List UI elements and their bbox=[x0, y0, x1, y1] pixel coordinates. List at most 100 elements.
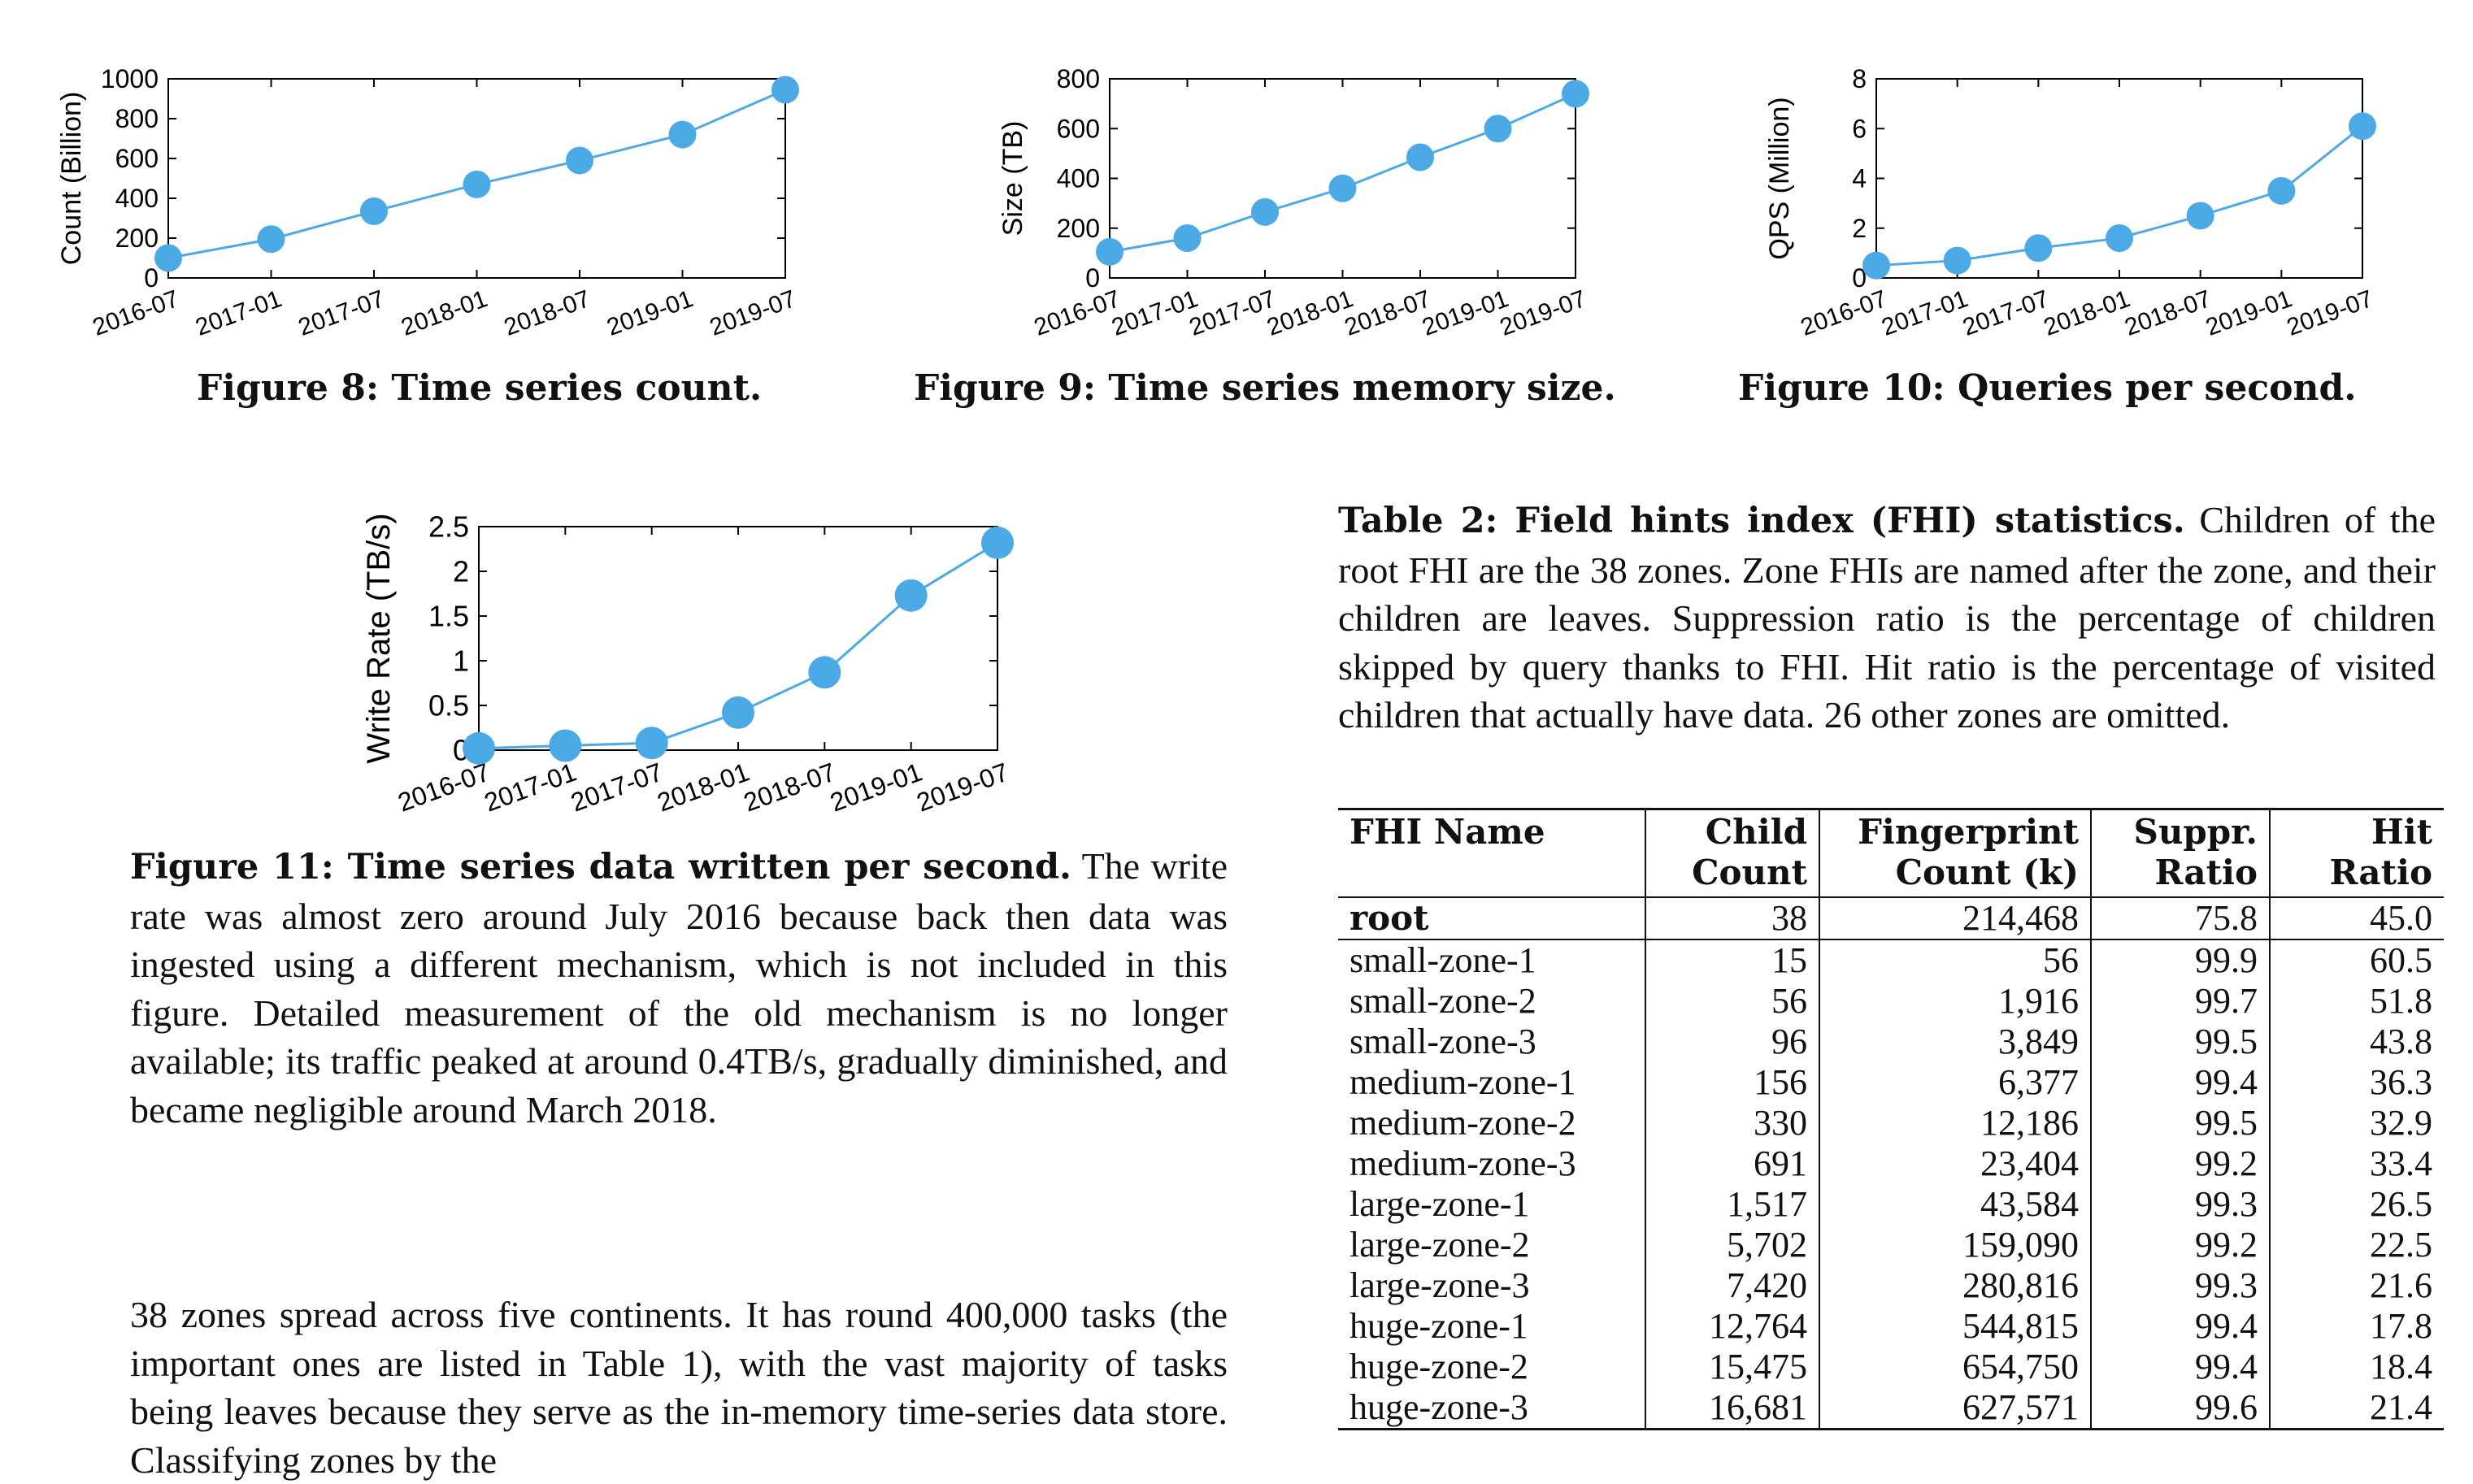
data-point bbox=[360, 197, 388, 225]
y-tick-label: 200 bbox=[115, 223, 159, 253]
cell-hit-ratio: 36.3 bbox=[2370, 1062, 2432, 1102]
cell-fingerprint-count: 12,186 bbox=[1819, 1103, 2092, 1143]
x-tick-label: 2018-01 bbox=[654, 757, 754, 818]
figure-9: 0 200 400 600 800 2016-07 2017-01 2017-07 2018-0… bbox=[0, 0, 1626, 406]
cell-child-count: 1,517 bbox=[1645, 1184, 1820, 1225]
figure-9-chart: 02004006008002016-072017-012017-072018-0… bbox=[997, 64, 1590, 341]
cell-suppression-ratio: 99.2 bbox=[2091, 1143, 2271, 1184]
y-tick-label: 4 bbox=[1852, 164, 1867, 193]
table-row: huge-zone-3 16,681 627,571 99.6 21.4 bbox=[1338, 1387, 2444, 1430]
y-tick-label: 2.5 bbox=[428, 510, 469, 544]
header-child-count: Child Count bbox=[1645, 809, 1820, 897]
cell-suppression-ratio: 99.6 bbox=[2091, 1387, 2271, 1430]
cell-fhi-name: huge-zone-3 bbox=[1338, 1387, 1646, 1430]
cell-fhi-name: small-zone-1 bbox=[1338, 939, 1646, 981]
table-header-row: FHI Name Child Count Fingerprint Count (k)… bbox=[1338, 809, 2444, 897]
data-point bbox=[2186, 202, 2214, 230]
cell-child-count: 691 bbox=[1645, 1143, 1820, 1184]
figure-11: 0 0.5 1 1.5 2 2.5 2016-07 2017-01 2017-07 2018-01… bbox=[0, 455, 1138, 829]
y-tick-label: 400 bbox=[115, 184, 159, 213]
y-tick-label: 600 bbox=[1057, 114, 1100, 143]
figure-10-caption: Figure 10: Queries per second. bbox=[1738, 367, 2357, 409]
cell-child-count: 156 bbox=[1645, 1062, 1820, 1103]
cell-child-count: 56 bbox=[1645, 981, 1820, 1022]
table-row: medium-zone-3 691 23,404 99.2 33.4 bbox=[1338, 1143, 2444, 1184]
cell-fingerprint-count: 654,750 bbox=[1819, 1347, 2092, 1387]
cell-fingerprint-count: 1,916 bbox=[1819, 981, 2092, 1022]
cell-fhi-name: medium-zone-2 bbox=[1338, 1103, 1646, 1143]
cell-child-count: 5,702 bbox=[1645, 1225, 1820, 1265]
cell-fhi-name: small-zone-3 bbox=[1338, 1022, 1646, 1062]
cell-suppression-ratio: 99.2 bbox=[2091, 1225, 2271, 1265]
cell-hit-ratio: 26.5 bbox=[2370, 1184, 2432, 1224]
cell-fingerprint-count: 3,849 bbox=[1819, 1022, 2092, 1062]
figure-8: 0 200 400 600 800 1000 2016-07 2017-01 2017-07 20… bbox=[0, 0, 813, 406]
table-row: large-zone-3 7,420 280,816 99.3 21.6 bbox=[1338, 1265, 2444, 1306]
y-axis-title: Write Rate (TB/s) bbox=[361, 513, 397, 763]
x-tick-label: 2017-07 bbox=[567, 757, 667, 818]
table-2-caption: Table 2: Field hints index (FHI) statist… bbox=[1338, 496, 2436, 740]
y-tick-label: 400 bbox=[1057, 164, 1100, 193]
cell-child-count: 96 bbox=[1645, 1022, 1820, 1062]
cell-hit-ratio: 51.8 bbox=[2370, 981, 2432, 1021]
cell-hit-ratio: 21.6 bbox=[2370, 1265, 2432, 1305]
y-tick-label: 0 bbox=[1085, 263, 1100, 293]
data-point bbox=[257, 225, 285, 254]
cell-suppression-ratio: 99.5 bbox=[2091, 1022, 2271, 1062]
data-point bbox=[808, 656, 841, 689]
table-row-root: root 38 214,468 75.8 45.0 bbox=[1338, 897, 2444, 939]
y-tick-label: 6 bbox=[1852, 114, 1867, 143]
fhi-statistics-table: FHI Name Child Count Fingerprint Count (k)… bbox=[1338, 808, 2444, 1430]
cell-child-count: 16,681 bbox=[1645, 1387, 1820, 1430]
cell-fhi-name: large-zone-2 bbox=[1338, 1225, 1646, 1265]
cell-hit-ratio: 21.4 bbox=[2370, 1387, 2432, 1427]
cell-child-count: 330 bbox=[1645, 1103, 1820, 1143]
cell-fhi-name: medium-zone-3 bbox=[1338, 1143, 1646, 1184]
y-tick-label: 600 bbox=[115, 144, 159, 173]
data-point bbox=[894, 579, 928, 612]
x-tick-label: 2018-07 bbox=[2121, 285, 2214, 341]
cell-fingerprint-count: 280,816 bbox=[1819, 1265, 2092, 1306]
cell-fhi-name: huge-zone-2 bbox=[1338, 1347, 1646, 1387]
cell-hit-ratio: 17.8 bbox=[2370, 1306, 2432, 1346]
cell-fingerprint-count: 544,815 bbox=[1819, 1306, 2092, 1347]
cell-fhi-name: huge-zone-1 bbox=[1338, 1306, 1646, 1347]
cell-suppression-ratio: 99.3 bbox=[2091, 1265, 2271, 1306]
cell-suppression-ratio: 75.8 bbox=[2091, 897, 2271, 939]
data-point bbox=[463, 170, 491, 198]
figure-10: 0 2 4 6 8 2016-07 2017-01 2017-07 2018-01 2018-07… bbox=[0, 0, 2473, 406]
cell-fhi-name: large-zone-3 bbox=[1338, 1265, 1646, 1306]
cell-hit-ratio: 22.5 bbox=[2370, 1225, 2432, 1265]
data-point bbox=[668, 120, 697, 149]
y-tick-label: 2 bbox=[453, 555, 469, 588]
y-tick-label: 800 bbox=[1057, 64, 1100, 93]
table-row: huge-zone-1 12,764 544,815 99.4 17.8 bbox=[1338, 1306, 2444, 1347]
data-point bbox=[566, 146, 593, 175]
y-tick-label: 2 bbox=[1852, 214, 1867, 243]
cell-suppression-ratio: 99.5 bbox=[2091, 1103, 2271, 1143]
y-axis-title: QPS (Million) bbox=[1764, 97, 1795, 259]
table-2-caption-lead: Table 2: Field hints index (FHI) statist… bbox=[1338, 501, 2185, 541]
x-tick-label: 2017-07 bbox=[1959, 285, 2053, 341]
cell-hit-ratio: 60.5 bbox=[2370, 940, 2432, 980]
x-tick-label: 2019-07 bbox=[913, 757, 1013, 818]
y-tick-label: 1000 bbox=[101, 64, 159, 93]
data-point bbox=[981, 526, 1014, 559]
data-point bbox=[635, 727, 668, 760]
x-tick-label: 2017-01 bbox=[480, 757, 580, 818]
data-point bbox=[154, 244, 182, 272]
cell-suppression-ratio: 99.4 bbox=[2091, 1062, 2271, 1103]
figure-11-caption: Figure 11: Time series data written per … bbox=[130, 842, 1228, 1134]
cell-fingerprint-count: 23,404 bbox=[1819, 1143, 2092, 1184]
y-tick-label: 200 bbox=[1057, 214, 1100, 243]
cell-child-count: 15,475 bbox=[1645, 1347, 1820, 1387]
figure-11-caption-lead: Figure 11: Time series data written per … bbox=[130, 847, 1072, 887]
y-tick-label: 1 bbox=[453, 644, 469, 678]
y-axis-title: Count (Billion) bbox=[56, 92, 87, 266]
figure-9-caption: Figure 9: Time series memory size. bbox=[914, 367, 1616, 409]
data-point bbox=[2267, 176, 2296, 205]
table-row: small-zone-2 56 1,916 99.7 51.8 bbox=[1338, 981, 2444, 1022]
data-point bbox=[1562, 80, 1589, 108]
data-point bbox=[1943, 246, 1971, 275]
x-tick-label: 2019-01 bbox=[826, 757, 926, 818]
